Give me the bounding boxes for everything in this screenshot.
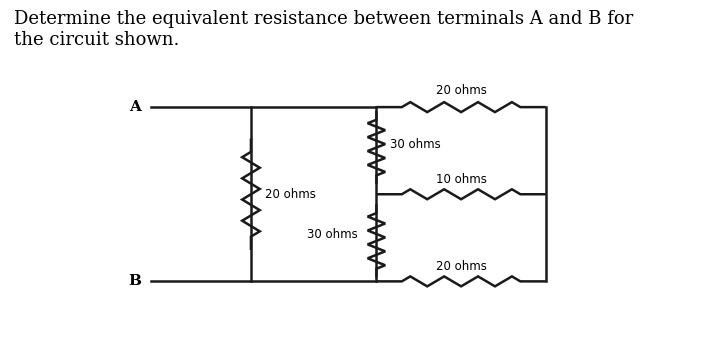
Text: 10 ohms: 10 ohms (436, 174, 486, 186)
Text: 20 ohms: 20 ohms (436, 84, 486, 97)
Text: 20 ohms: 20 ohms (265, 188, 315, 201)
Text: 30 ohms: 30 ohms (308, 228, 358, 241)
Text: B: B (128, 274, 142, 288)
Text: Determine the equivalent resistance between terminals A and B for
the circuit sh: Determine the equivalent resistance betw… (14, 10, 634, 49)
Text: 30 ohms: 30 ohms (390, 138, 441, 151)
Text: A: A (130, 100, 142, 114)
Text: 20 ohms: 20 ohms (436, 260, 486, 273)
